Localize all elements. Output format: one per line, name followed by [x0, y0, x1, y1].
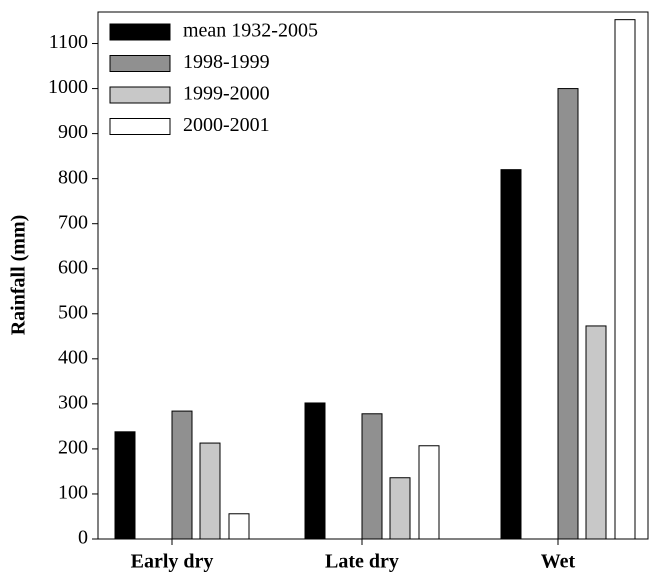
- y-tick-label: 1100: [49, 31, 88, 53]
- bar: [361, 413, 383, 540]
- bar: [199, 442, 221, 540]
- y-tick-label: 100: [58, 482, 88, 504]
- y-tick-label: 500: [58, 301, 88, 323]
- legend-swatch: [109, 86, 171, 104]
- y-tick-label: 700: [58, 211, 88, 233]
- legend-swatch: [109, 55, 171, 72]
- y-tick-label: 600: [58, 256, 88, 278]
- x-tick-label: Early dry: [131, 551, 214, 573]
- bar: [585, 325, 607, 540]
- legend-label: 1999-2000: [183, 83, 270, 105]
- bar: [228, 513, 250, 540]
- y-tick-label: 200: [58, 437, 88, 459]
- y-tick-label: 800: [58, 166, 88, 188]
- y-tick-label: 900: [58, 121, 88, 143]
- bar: [171, 410, 193, 540]
- legend-swatch: [109, 118, 171, 135]
- bar: [500, 169, 522, 540]
- bar: [114, 431, 136, 540]
- y-tick-label: 300: [58, 391, 88, 413]
- y-axis-label: Rainfall (mm): [8, 215, 30, 336]
- bar: [389, 477, 411, 540]
- bar: [614, 19, 636, 540]
- legend-label: 2000-2001: [183, 114, 270, 136]
- x-tick-label: Late dry: [325, 551, 399, 573]
- bar: [304, 402, 326, 540]
- legend-label: mean 1932-2005: [183, 20, 318, 42]
- y-tick-label: 1000: [48, 76, 88, 98]
- y-tick-label: 0: [78, 527, 88, 549]
- bar: [418, 445, 440, 540]
- y-tick-label: 400: [58, 346, 88, 368]
- x-tick-label: Wet: [541, 551, 576, 573]
- legend-swatch: [109, 23, 171, 41]
- bar: [557, 88, 579, 540]
- legend-label: 1998-1999: [183, 51, 270, 73]
